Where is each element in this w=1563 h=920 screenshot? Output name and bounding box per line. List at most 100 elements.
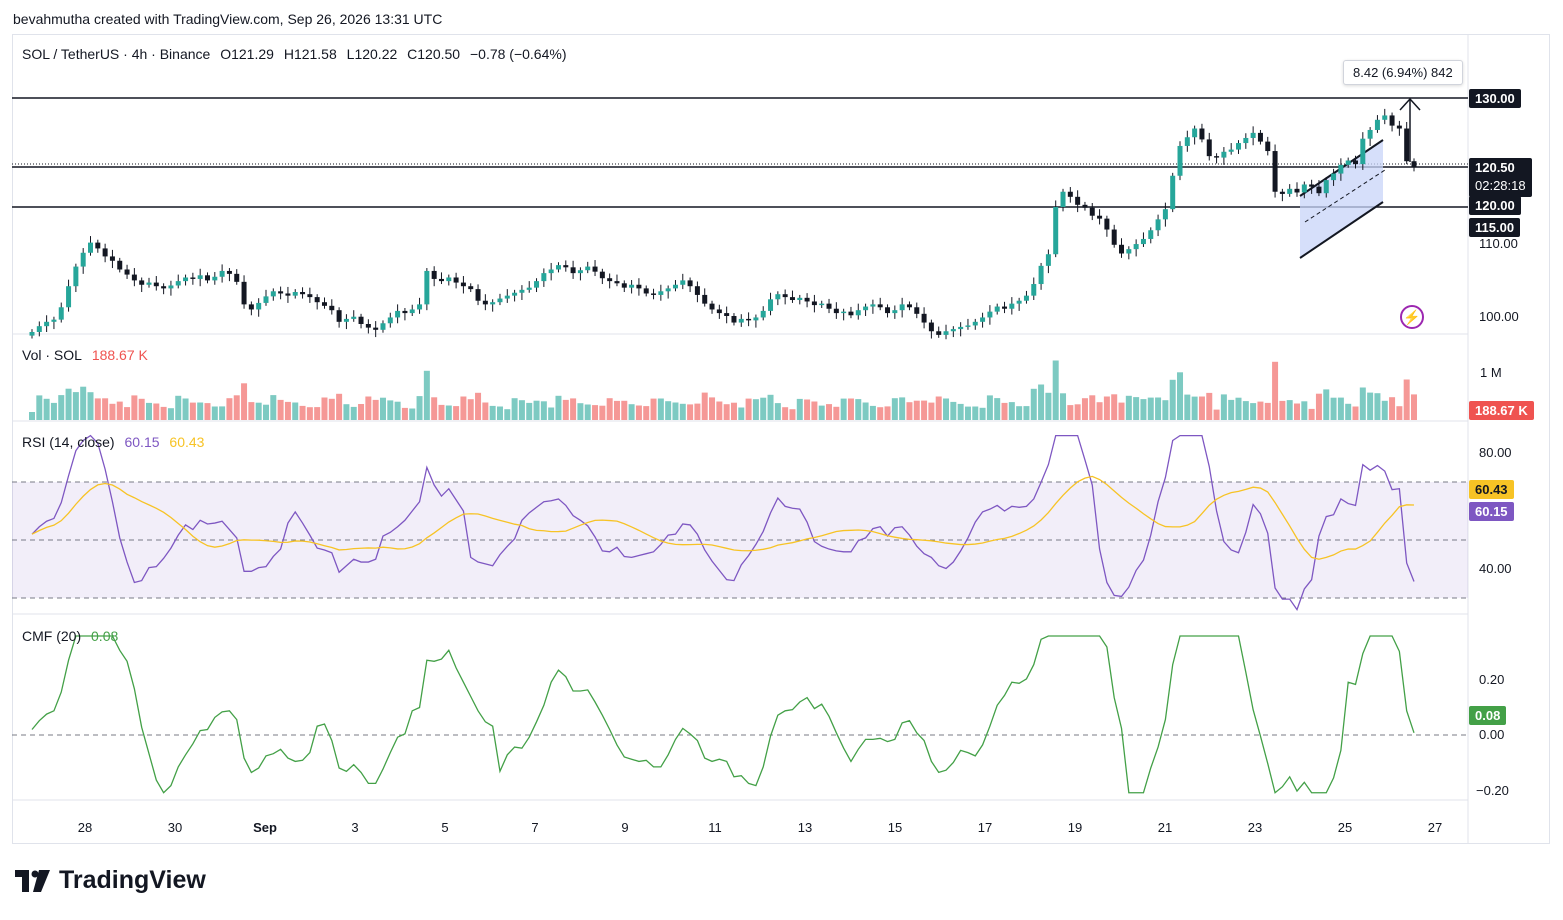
candle-body [95, 242, 101, 249]
candle-body [1389, 115, 1395, 126]
candle-body [914, 307, 920, 314]
candle-body [1038, 265, 1044, 285]
volume-bar [1337, 397, 1344, 420]
candle-body [980, 317, 986, 322]
volume-bar [87, 392, 94, 420]
candle-body [1214, 156, 1220, 158]
volume-bar [1345, 403, 1352, 420]
candle-body [1243, 137, 1249, 144]
candle-body [51, 319, 57, 322]
volume-bar [804, 399, 811, 420]
candle-body [153, 282, 159, 287]
volume-bar [1169, 379, 1176, 420]
volume-bar [979, 407, 986, 420]
volume-bar [1308, 408, 1315, 420]
candle-body [66, 286, 72, 308]
measure-label[interactable]: 8.42 (6.94%) 842 [1343, 60, 1463, 85]
volume-bar [760, 397, 767, 420]
candle-body [1396, 125, 1402, 129]
volume-bar [1081, 398, 1088, 420]
candle-body [329, 305, 335, 311]
tradingview-logo[interactable]: TradingView [15, 866, 206, 895]
volume-bar [1162, 400, 1169, 420]
candle-body [1250, 132, 1256, 138]
volume-bar [124, 407, 131, 420]
volume-bar [350, 406, 357, 420]
volume-bar [562, 399, 569, 420]
candle-body [183, 277, 189, 282]
candle-body [687, 280, 693, 287]
candle-body [417, 304, 423, 310]
rsi-line [31, 434, 1415, 612]
cmf-legend: CMF (20) 0.08 [22, 628, 124, 644]
rsi-ma-line [31, 475, 1415, 560]
price-label-100: 100.00 [1479, 309, 1519, 324]
volume-bar [211, 406, 218, 420]
candle-body [1236, 143, 1242, 150]
candle-body [36, 326, 42, 332]
symbol-name[interactable]: SOL / TetherUS · 4h · Binance [22, 46, 211, 62]
volume-bar [153, 403, 160, 420]
candle-body [629, 284, 635, 288]
volume-bar [899, 397, 906, 420]
candle-body [716, 309, 722, 314]
time-axis-label: 15 [887, 820, 903, 835]
volume-bar [679, 403, 686, 420]
lightning-icon[interactable]: ⚡ [1400, 305, 1424, 329]
volume-bar [665, 401, 672, 420]
volume-bar [1096, 402, 1103, 420]
rsi-ma-value: 60.43 [169, 434, 205, 450]
candle-body [336, 310, 342, 322]
volume-title[interactable]: Vol · SOL [22, 347, 82, 363]
candle-body [870, 304, 876, 307]
candle-body [314, 297, 320, 303]
candle-body [789, 297, 795, 301]
volume-bar [1257, 401, 1264, 420]
candle-body [460, 282, 466, 287]
time-axis-label: 19 [1067, 820, 1083, 835]
volume-bar [621, 400, 628, 420]
volume-bar [1052, 360, 1059, 420]
bar-countdown: 02:28:18 [1475, 178, 1526, 193]
candle-body [380, 323, 386, 330]
volume-bar [43, 398, 50, 420]
volume-bar [1133, 397, 1140, 420]
time-axis-label: 17 [977, 820, 993, 835]
volume-bar [460, 396, 467, 420]
volume-bar [1301, 401, 1308, 420]
candle-body [1126, 249, 1132, 254]
cmf-title[interactable]: CMF (20) [22, 628, 82, 644]
candle-body [241, 281, 247, 305]
candle-body [1184, 137, 1190, 146]
volume-bar [738, 407, 745, 420]
candle-body [1323, 180, 1329, 194]
volume-bar [1023, 406, 1030, 420]
volume-bar [226, 398, 233, 420]
volume-bar [943, 398, 950, 420]
time-axis-label: 3 [351, 820, 359, 835]
candle-body [351, 316, 357, 319]
ohlc-high: H121.58 [283, 46, 337, 62]
volume-bar [189, 402, 196, 420]
candle-body [760, 310, 766, 318]
candle-body [906, 304, 912, 308]
candle-body [1104, 218, 1110, 230]
volume-bar [29, 412, 35, 420]
candle-body [1162, 209, 1168, 220]
candle-body [1170, 175, 1176, 210]
candle-body [263, 296, 269, 303]
volume-bar [957, 403, 964, 420]
volume-bar [716, 401, 723, 420]
candle-body [373, 327, 379, 330]
candle-body [841, 311, 847, 314]
volume-bar [650, 398, 657, 420]
price-tag-115: 115.00 [1469, 218, 1521, 237]
candle-body [694, 286, 700, 295]
chart-canvas[interactable] [0, 0, 1563, 860]
volume-bar [847, 398, 854, 420]
volume-bar [796, 398, 803, 420]
candle-body [548, 269, 554, 274]
rsi-title[interactable]: RSI (14, close) [22, 434, 115, 450]
candle-body [395, 310, 401, 318]
volume-bar [314, 407, 321, 420]
